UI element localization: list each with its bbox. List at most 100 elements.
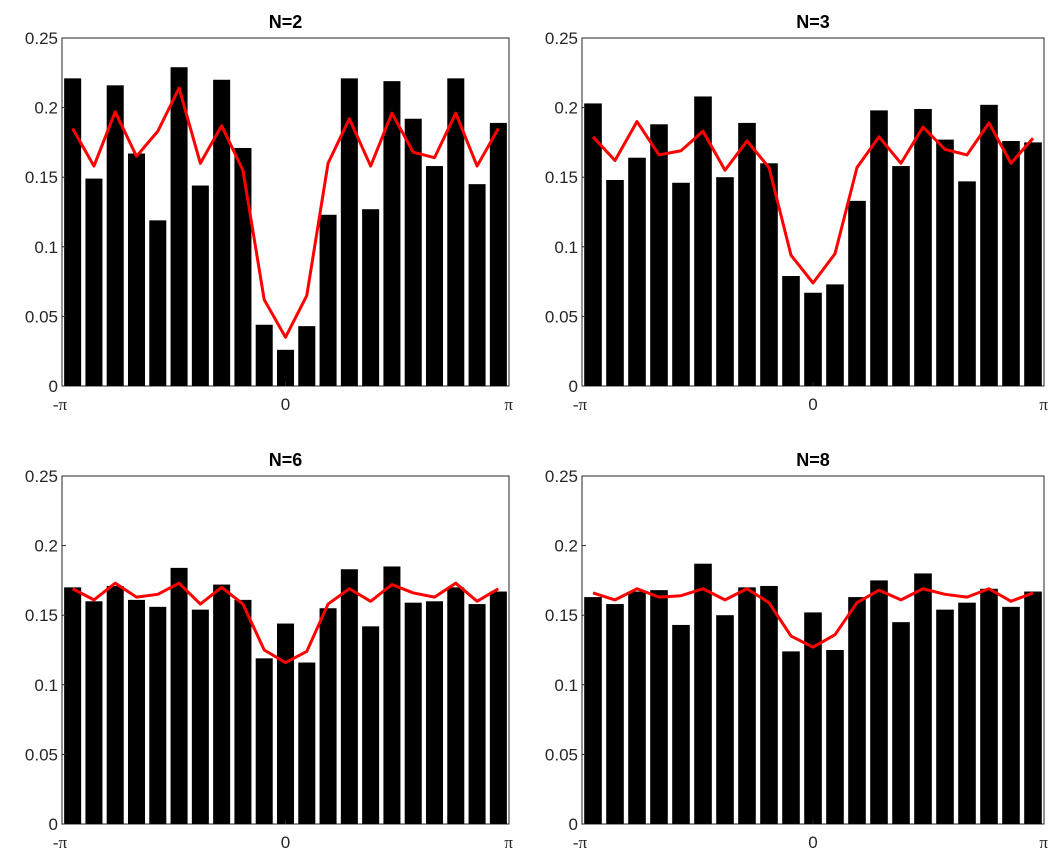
bar bbox=[914, 573, 932, 824]
y-tick-label: 0.1 bbox=[554, 238, 578, 257]
bar bbox=[870, 580, 888, 824]
bar bbox=[383, 566, 401, 824]
bar bbox=[848, 200, 866, 386]
panel-title: N=6 bbox=[269, 450, 303, 470]
bar bbox=[628, 157, 646, 386]
bar bbox=[298, 662, 316, 824]
y-tick-label: 0.1 bbox=[554, 676, 578, 695]
bar bbox=[936, 139, 954, 386]
y-tick-label: 0.15 bbox=[25, 606, 58, 625]
bar bbox=[672, 182, 690, 386]
bar bbox=[892, 622, 910, 824]
bar bbox=[1024, 591, 1042, 824]
bar bbox=[738, 587, 756, 824]
y-tick-label: 0.05 bbox=[545, 745, 578, 764]
series-line bbox=[591, 120, 1035, 285]
bar bbox=[1002, 141, 1020, 386]
bar bbox=[127, 599, 146, 824]
bar bbox=[191, 185, 209, 386]
bar bbox=[584, 103, 602, 386]
bar bbox=[319, 608, 337, 824]
panel-1: 00.050.10.150.20.25-π 0 πN=2 bbox=[25, 12, 514, 414]
bar bbox=[447, 587, 465, 824]
bar bbox=[170, 67, 188, 387]
y-tick-label: 0 bbox=[569, 815, 578, 834]
bar bbox=[340, 569, 358, 824]
panel-4: 00.050.10.150.20.25-π 0 πN=8 bbox=[545, 450, 1049, 852]
bar bbox=[694, 563, 712, 824]
x-tick-label: π bbox=[504, 833, 513, 852]
y-tick-label: 0.15 bbox=[25, 168, 58, 187]
y-tick-label: 0.2 bbox=[34, 99, 58, 118]
bar bbox=[213, 79, 231, 386]
bar bbox=[958, 181, 976, 386]
y-tick-label: 0 bbox=[49, 815, 58, 834]
bar bbox=[936, 609, 954, 824]
bar bbox=[914, 108, 932, 386]
y-tick-label: 0.2 bbox=[34, 537, 58, 556]
bar bbox=[191, 609, 209, 824]
bar bbox=[760, 163, 778, 386]
bar bbox=[298, 326, 316, 386]
x-tick-label: -π bbox=[573, 395, 588, 414]
bar bbox=[276, 623, 295, 824]
bar bbox=[106, 585, 124, 824]
bar bbox=[606, 604, 624, 824]
series-line bbox=[592, 587, 1034, 649]
bar bbox=[468, 184, 486, 386]
panel-2: 00.050.10.150.20.25-π 0 πN=3 bbox=[545, 12, 1049, 414]
bar bbox=[425, 601, 444, 824]
bar bbox=[149, 606, 167, 824]
bar bbox=[782, 276, 800, 386]
x-tick-label: 0 bbox=[281, 833, 290, 852]
x-tick-label: -π bbox=[53, 833, 68, 852]
y-tick-label: 0.15 bbox=[545, 168, 578, 187]
bar bbox=[85, 178, 103, 386]
bar bbox=[234, 599, 252, 824]
bar bbox=[826, 650, 844, 824]
panel-title: N=3 bbox=[796, 12, 830, 32]
y-tick-label: 0.05 bbox=[25, 307, 58, 326]
series-line bbox=[71, 86, 500, 339]
y-tick-label: 0.25 bbox=[545, 467, 578, 486]
bar bbox=[340, 78, 358, 387]
bar bbox=[404, 602, 422, 824]
bar bbox=[255, 324, 273, 386]
bar bbox=[149, 220, 167, 386]
bar bbox=[716, 177, 734, 386]
bar bbox=[362, 626, 380, 824]
bar bbox=[672, 624, 690, 824]
bar bbox=[489, 591, 507, 824]
bar bbox=[106, 85, 124, 386]
y-tick-label: 0.1 bbox=[34, 238, 58, 257]
x-tick-label: π bbox=[1039, 833, 1048, 852]
bar bbox=[870, 110, 888, 386]
bar bbox=[804, 612, 822, 824]
bar bbox=[489, 122, 507, 387]
bar bbox=[628, 591, 646, 824]
series-line bbox=[71, 581, 500, 665]
bar bbox=[64, 587, 82, 824]
y-tick-label: 0.25 bbox=[25, 467, 58, 486]
bar bbox=[782, 651, 800, 824]
bar bbox=[980, 104, 998, 386]
bar bbox=[85, 601, 103, 824]
bar bbox=[760, 585, 778, 824]
bar bbox=[1002, 606, 1020, 824]
panel-3: 00.050.10.150.20.25-π 0 πN=6 bbox=[25, 450, 514, 852]
x-tick-label: -π bbox=[573, 833, 588, 852]
y-tick-label: 0 bbox=[569, 377, 578, 396]
x-tick-label: 0 bbox=[281, 395, 290, 414]
x-tick-label: π bbox=[1039, 395, 1048, 414]
bar bbox=[892, 166, 910, 386]
bar bbox=[738, 122, 756, 387]
bar bbox=[234, 147, 252, 386]
bar bbox=[958, 602, 976, 824]
y-tick-label: 0.15 bbox=[545, 606, 578, 625]
bar bbox=[826, 284, 844, 386]
bar bbox=[383, 81, 401, 386]
bar bbox=[213, 584, 231, 824]
bar bbox=[584, 597, 602, 824]
bar bbox=[362, 209, 380, 386]
